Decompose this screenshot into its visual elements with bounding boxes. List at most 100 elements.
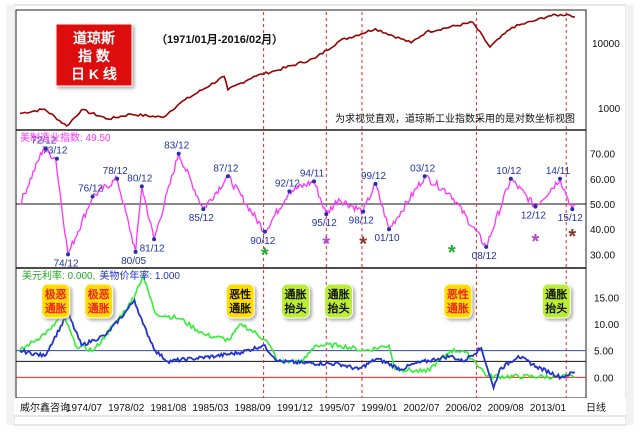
pmi-label-dot [508, 176, 513, 181]
x-axis-label: 1999/01 [361, 403, 398, 414]
inflation-badge-text: 恶性 [229, 287, 251, 301]
pmi-label-dot [262, 229, 267, 234]
pmi-ytick: 30.00 [590, 250, 615, 261]
inflation-badge [225, 283, 255, 319]
rate-panel-legend: 美元利率: 0.000, 美物价年率: 1.000 [22, 269, 180, 282]
period-label: （1971/01月-2016/02月） [156, 33, 283, 46]
rate-ytick: 10.00 [594, 320, 619, 331]
pmi-label-dot [422, 174, 427, 179]
pmi-point-label: 12/12 [521, 211, 546, 222]
inflation-badge-text: 通胀 [285, 287, 307, 301]
pmi-point-label: 85/12 [189, 213, 214, 224]
inflation-badge-text: 抬头 [285, 301, 307, 315]
pmi-series-line [19, 146, 576, 257]
inflation-badge [281, 283, 310, 319]
asterisk-icon: * [359, 233, 367, 255]
inflation-badge-text: 恶性 [447, 287, 469, 301]
pmi-point-label: 99/12 [361, 171, 386, 182]
pmi-point-label: 94/11 [300, 168, 325, 179]
inflation-badge-text: 通胀 [45, 301, 67, 315]
asterisk-icon: * [448, 242, 456, 264]
pmi-label-dot [558, 176, 562, 181]
x-axis-labels: 1974/07 1978/02 1981/08 1985/03 1988/09 1991/… [66, 403, 567, 414]
pmi-label-dot [373, 181, 378, 186]
inflation-badge-text: 通胀 [328, 287, 350, 301]
pmi-point-label: 01/10 [374, 233, 399, 244]
pmi-point-label: 83/12 [164, 141, 189, 152]
inflation-badge [443, 283, 473, 319]
inflation-badge [541, 283, 571, 319]
left-border [6, 5, 14, 425]
inflation-badge-text: 通胀 [88, 301, 110, 315]
pmi-label-dot [139, 184, 144, 189]
x-axis-label: 2009/08 [488, 403, 525, 414]
dow-series-line [19, 13, 575, 128]
pmi-point-label: 10/12 [496, 166, 521, 177]
pmi-point-label: 80/05 [121, 256, 146, 267]
pmi-ytick: 70.00 [590, 150, 615, 161]
x-axis-label: 2002/07 [403, 403, 440, 414]
pmi-point-label: 81/12 [140, 243, 165, 254]
pmi-label-dot [54, 156, 59, 161]
pmi-point-label: 95/12 [312, 218, 337, 229]
pmi-point-label: 08/12 [472, 251, 497, 262]
pmi-label-dots [43, 146, 575, 257]
pmi-label-dot [152, 237, 157, 242]
cpi-series-line [19, 297, 576, 392]
pmi-label-dot [176, 151, 181, 156]
logo-line-2: 指 数 [78, 48, 111, 64]
inflation-badge-text: 极恶 [88, 287, 110, 301]
asterisk-icon: * [532, 231, 540, 253]
pmi-label-dot [312, 179, 316, 184]
inflation-badge-text: 抬头 [328, 301, 350, 315]
pmi-point-label: 73/12 [42, 146, 67, 157]
pmi-label-dot [90, 194, 95, 199]
pmi-point-label: 98/12 [349, 216, 374, 227]
inflation-badge [41, 283, 71, 319]
pmi-point-label: 72/12 [31, 136, 56, 147]
pmi-label-dot [484, 244, 489, 249]
logo-box [55, 23, 133, 87]
pmi-point-label: 92/12 [275, 178, 300, 189]
pmi-label-dot [361, 209, 366, 214]
asterisk-icon: * [261, 245, 269, 267]
pmi-point-label: 78/12 [103, 166, 128, 177]
pmi-point-label: 80/12 [127, 173, 152, 184]
inflation-badge [84, 283, 114, 319]
x-axis-label: 2006/02 [446, 403, 483, 414]
inflation-badge [324, 283, 354, 319]
dow-ytick-10000: 10000 [592, 39, 620, 50]
event-lines [263, 12, 567, 398]
pmi-label-dot [287, 189, 292, 194]
pmi-label-dot [66, 252, 70, 257]
pmi-point-label: 15/12 [558, 213, 583, 224]
pmi-label-dot [115, 176, 120, 181]
inflation-badge-text: 通胀 [447, 301, 469, 315]
asterisk-markers: * * * * * * [261, 226, 577, 267]
pmi-ytick: 50.00 [590, 200, 615, 211]
asterisk-icon: * [568, 226, 576, 248]
rate-yticks: 0.00 5.00 10.00 15.00 [594, 293, 619, 384]
x-axis-label: 1988/09 [235, 403, 272, 414]
pmi-yticks: 30.00 40.00 50.00 60.00 70.00 [590, 150, 615, 262]
pmi-label-dot [570, 207, 575, 212]
rate-ytick: 5.00 [594, 347, 614, 358]
x-axis-label: 2013/01 [530, 403, 567, 414]
rate-ytick: 15.00 [594, 293, 619, 304]
inflation-badge-text: 通胀 [545, 287, 567, 301]
pmi-point-label: 03/12 [410, 163, 435, 174]
footer-unit: 日线 [586, 401, 606, 414]
asterisk-icon: * [322, 233, 330, 255]
pmi-point-label: 14/11 [546, 166, 571, 177]
footer-bar [14, 398, 626, 416]
log-scale-note: 为求视觉直观，道琼斯工业指数采用的是对数坐标视图 [335, 112, 575, 125]
pmi-label-dot [533, 204, 538, 209]
pmi-ytick: 60.00 [590, 175, 615, 186]
footer-brand: 威尔鑫咨询 [20, 401, 70, 414]
pmi-ytick: 40.00 [590, 225, 615, 236]
pmi-point-label: 90/12 [250, 236, 275, 247]
rate-ytick: 0.00 [594, 373, 614, 384]
